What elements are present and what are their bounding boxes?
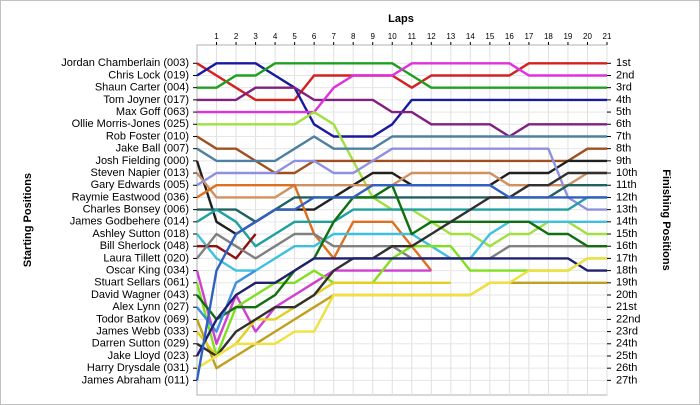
- y-tick-label: Harry Drysdale (031): [87, 362, 189, 374]
- y2-tick-label: 10th: [616, 167, 637, 179]
- y-tick-label: James Abraham (011): [82, 374, 189, 386]
- x-tick-label: 8: [351, 32, 356, 41]
- y-tick-label: James Webb (033): [96, 325, 189, 337]
- y2-tick-label: 12th: [616, 191, 637, 203]
- y2-tick-label: 11th: [616, 179, 637, 191]
- y2-tick-label: 7th: [616, 130, 631, 142]
- y-tick-label: Rob Foster (010): [106, 130, 189, 142]
- y2-tick-label: 16th: [616, 240, 637, 252]
- series-line: [196, 257, 607, 370]
- y-tick-label: Charles Bonsey (006): [83, 204, 189, 216]
- y-tick-label: Stuart Sellars (061): [94, 277, 189, 289]
- x-tick-label: 13: [446, 32, 455, 41]
- y-tick-label: Gary Edwards (005): [91, 179, 189, 191]
- series-line: [196, 62, 607, 102]
- y2-tick-label: 25th: [616, 350, 637, 362]
- x-tick-label: 17: [524, 32, 533, 41]
- y2-tick-label: 14th: [616, 216, 637, 228]
- x-tick-label: 1: [214, 32, 219, 41]
- y-tick-label: Ollie Morris-Jones (025): [72, 118, 189, 130]
- y2-tick-label: 6th: [616, 118, 631, 130]
- series-line: [196, 147, 607, 211]
- series-line: [196, 135, 607, 163]
- y2-tick-label: 13th: [616, 204, 637, 216]
- y2-tick-label: 9th: [616, 155, 631, 167]
- y-tick-label: Todor Batkov (069): [96, 313, 189, 325]
- y-tick-label: Tom Joyner (017): [103, 94, 189, 106]
- y-tick-label: Max Goff (063): [116, 106, 189, 118]
- y2-tick-label: 23rd: [616, 325, 638, 337]
- x-tick-label: 19: [563, 32, 572, 41]
- x-tick-label: 12: [427, 32, 436, 41]
- y2-tick-label: 2nd: [616, 69, 634, 81]
- y2-tick-label: 5th: [616, 106, 631, 118]
- chart-title: Laps: [388, 13, 414, 25]
- y2-tick-label: 8th: [616, 143, 631, 155]
- y2-tick-label: 19th: [616, 277, 637, 289]
- x-tick-label: 3: [253, 32, 258, 41]
- x-tick-label: 2: [234, 32, 239, 41]
- y2-axis-title: Finishing Positions: [660, 169, 672, 270]
- y-tick-label: Bill Sherlock (048): [100, 240, 189, 252]
- y-tick-label: David Wagner (043): [91, 289, 189, 301]
- y2-tick-label: 22nd: [616, 313, 640, 325]
- x-tick-label: 4: [273, 32, 278, 41]
- x-tick-label: 15: [485, 32, 494, 41]
- x-tick-label: 7: [331, 32, 336, 41]
- y2-tick-label: 20th: [616, 289, 637, 301]
- y-axis-title: Starting Positions: [22, 173, 34, 267]
- series-line: [197, 62, 607, 114]
- series-line: [195, 184, 607, 381]
- y-tick-label: Oscar King (034): [106, 265, 189, 277]
- y-tick-label: Chris Lock (019): [108, 69, 189, 81]
- y-tick-label: Darren Sutton (029): [92, 338, 189, 350]
- y2-tick-label: 18th: [616, 265, 637, 277]
- x-tick-label: 11: [408, 32, 417, 41]
- x-tick-label: 14: [466, 32, 475, 41]
- y2-tick-label: 27th: [616, 374, 637, 386]
- x-tick-label: 18: [544, 32, 553, 41]
- series-line: [196, 184, 607, 321]
- series-line: [196, 171, 607, 358]
- y-tick-label: Raymie Eastwood (036): [72, 191, 189, 203]
- y-tick-label: Alex Lynn (027): [112, 301, 189, 313]
- y2-tick-label: 4th: [616, 94, 631, 106]
- y2-tick-label: 3rd: [616, 82, 632, 94]
- y-tick-label: Shaun Carter (004): [95, 82, 189, 94]
- x-tick-label: 10: [388, 32, 397, 41]
- y2-tick-label: 1st: [616, 57, 631, 69]
- x-tick-label: 9: [370, 32, 375, 41]
- series-line: [195, 257, 607, 357]
- series-line: [196, 220, 607, 272]
- x-tick-label: 16: [505, 32, 514, 41]
- series-line: [196, 281, 451, 358]
- x-tick-label: 21: [603, 32, 612, 41]
- x-tick-label: 20: [583, 32, 592, 41]
- series-line: [196, 135, 607, 175]
- y-tick-label: Steven Napier (013): [91, 167, 189, 179]
- y2-tick-label: 17th: [616, 252, 637, 264]
- y-tick-label: Jordan Chamberlain (003): [61, 57, 189, 69]
- y2-tick-label: 24th: [616, 338, 637, 350]
- x-tick-label: 6: [312, 32, 317, 41]
- y2-tick-label: 15th: [616, 228, 637, 240]
- y-tick-label: Josh Fielding (000): [95, 155, 189, 167]
- y-tick-label: Jake Ball (007): [116, 143, 189, 155]
- y2-tick-label: 26th: [616, 362, 637, 374]
- series-line: [197, 86, 607, 138]
- x-tick-label: 5: [292, 32, 297, 41]
- y-tick-label: James Godbehere (014): [70, 216, 189, 228]
- y-tick-label: Laura Tillett (020): [103, 252, 189, 264]
- y2-tick-label: 21st: [616, 301, 637, 313]
- y-tick-label: Jake Lloyd (023): [108, 350, 189, 362]
- y-tick-label: Ashley Sutton (018): [92, 228, 189, 240]
